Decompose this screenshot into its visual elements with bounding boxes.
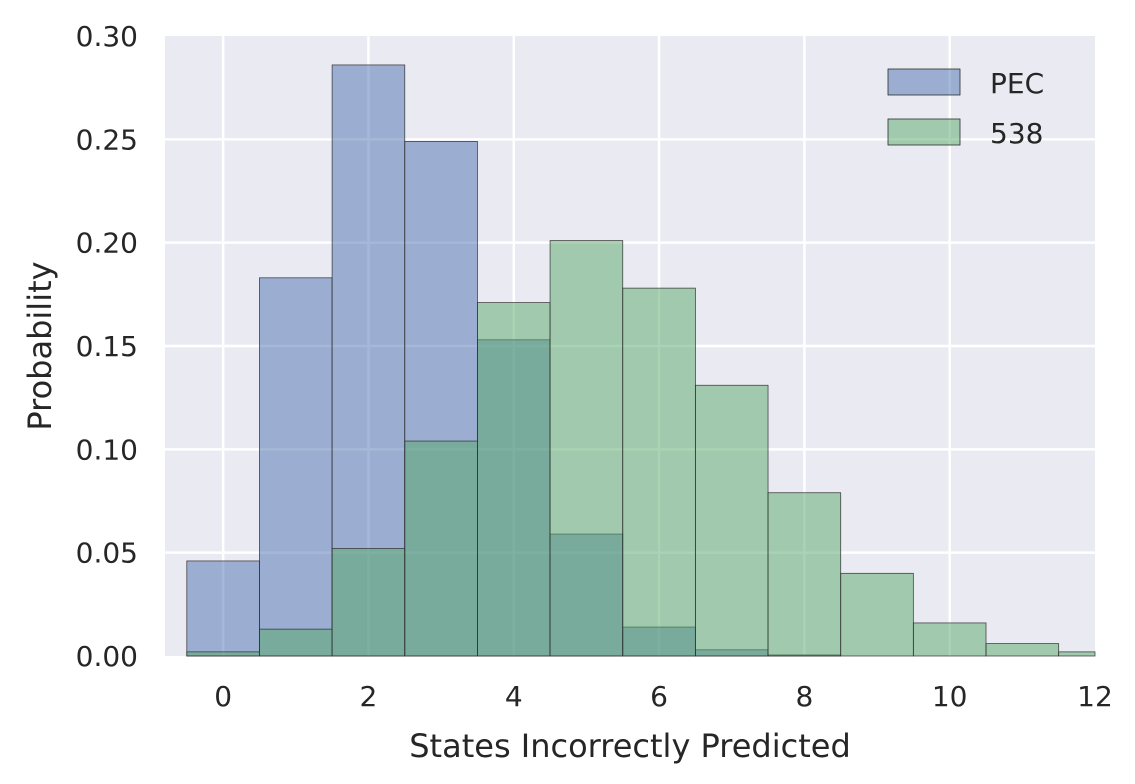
y-tick-label: 0.05 bbox=[76, 537, 138, 570]
y-tick-label: 0.00 bbox=[76, 640, 138, 673]
x-axis-label: States Incorrectly Predicted bbox=[409, 727, 851, 765]
y-tick-label: 0.10 bbox=[76, 433, 138, 466]
legend-swatch-538 bbox=[887, 118, 961, 146]
x-tick-label: 12 bbox=[1077, 680, 1113, 713]
x-tick-label: 10 bbox=[932, 680, 968, 713]
bar-538-1 bbox=[259, 628, 333, 657]
y-tick-label: 0.25 bbox=[76, 123, 138, 156]
bar-538-8 bbox=[767, 492, 842, 657]
legend-swatch-pec bbox=[887, 68, 961, 96]
bar-538-3 bbox=[404, 440, 478, 657]
y-tick-label: 0.15 bbox=[76, 330, 138, 363]
x-tick-label: 0 bbox=[214, 680, 232, 713]
bars bbox=[186, 64, 1096, 657]
bar-538-0 bbox=[186, 651, 260, 657]
legend: PEC 538 bbox=[887, 67, 1044, 150]
x-tick-label: 8 bbox=[795, 680, 813, 713]
y-axis-label: Probability bbox=[21, 261, 59, 430]
bar-538-2 bbox=[331, 548, 406, 657]
bar-538-4 bbox=[477, 302, 551, 657]
y-tick-label: 0.20 bbox=[76, 227, 138, 260]
bar-pec-0 bbox=[186, 560, 260, 657]
bar-538-10 bbox=[912, 622, 987, 657]
x-tick-label: 6 bbox=[650, 680, 668, 713]
bar-538-5 bbox=[549, 240, 624, 657]
bar-538-12 bbox=[1058, 651, 1096, 657]
bar-538-7 bbox=[694, 384, 769, 657]
y-tick-label: 0.30 bbox=[76, 20, 138, 53]
x-axis-ticks: 0 2 4 6 8 10 12 bbox=[214, 680, 1113, 713]
legend-label-538: 538 bbox=[990, 117, 1043, 150]
y-axis-ticks: 0.00 0.05 0.10 0.15 0.20 0.25 0.30 bbox=[76, 20, 138, 673]
bar-538-6 bbox=[622, 287, 696, 657]
legend-label-pec: PEC bbox=[990, 67, 1044, 100]
bar-pec-1 bbox=[259, 277, 333, 657]
x-tick-label: 4 bbox=[505, 680, 523, 713]
series-538-bars bbox=[186, 240, 1096, 657]
x-tick-label: 2 bbox=[360, 680, 378, 713]
bar-538-11 bbox=[985, 643, 1060, 657]
bar-538-9 bbox=[840, 572, 914, 657]
